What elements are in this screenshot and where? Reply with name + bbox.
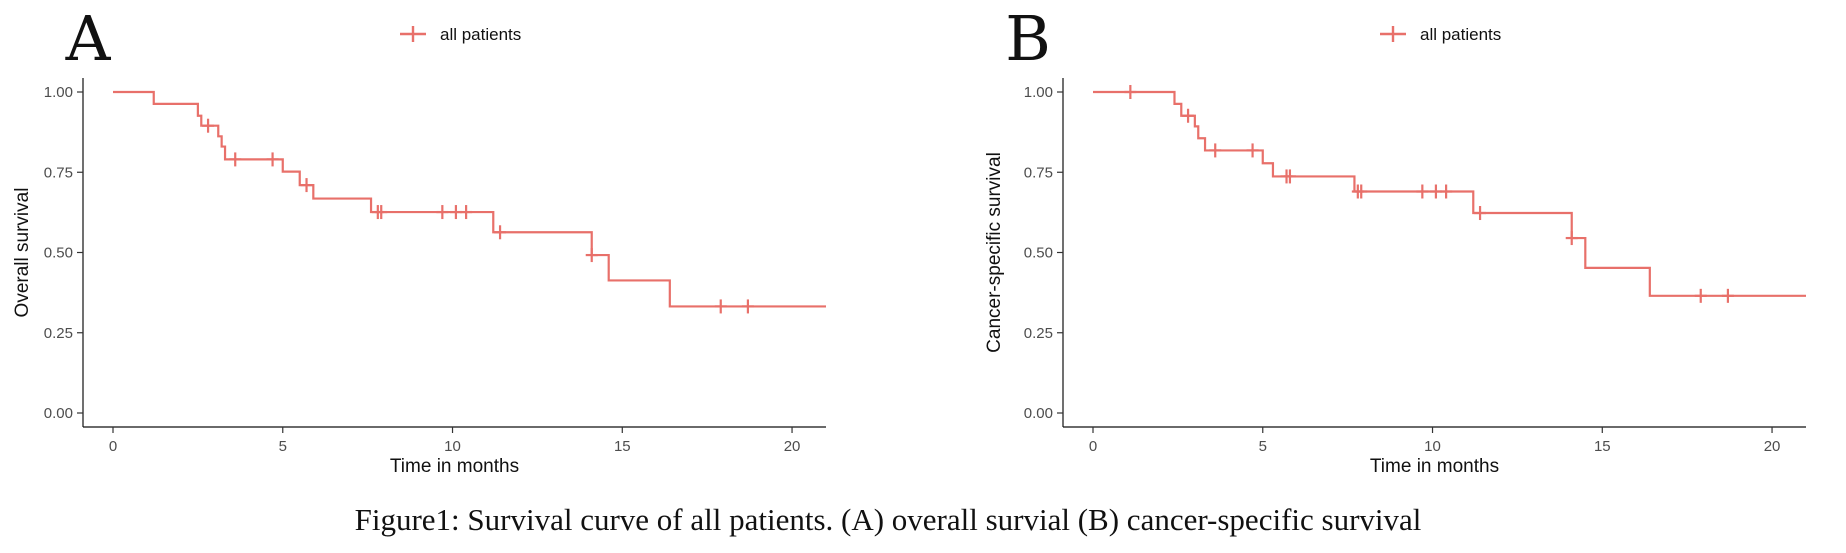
censor-mark <box>266 152 279 167</box>
x-tick-label: 0 <box>1089 438 1097 455</box>
y-tick-label: 0.50 <box>44 245 73 262</box>
x-axis-title: Time in months <box>1370 456 1499 477</box>
censor-mark <box>1440 184 1453 199</box>
censor-mark <box>494 225 507 240</box>
y-tick-label: 0.00 <box>44 405 73 422</box>
x-tick-label: 0 <box>109 438 117 455</box>
censor-mark <box>1416 184 1429 199</box>
censor-mark <box>741 299 754 314</box>
y-tick-label: 0.50 <box>1024 245 1053 262</box>
censor-mark <box>1182 108 1195 123</box>
y-tick-label: 0.00 <box>1024 405 1053 422</box>
y-axis-title: Overall survival <box>12 188 33 318</box>
y-tick-label: 0.25 <box>44 325 73 342</box>
x-tick-label: 20 <box>1764 438 1781 455</box>
censor-mark <box>229 152 242 167</box>
censor-mark <box>1721 288 1734 303</box>
x-axis-title: Time in months <box>390 456 519 477</box>
censor-mark <box>436 205 449 220</box>
censor-mark <box>1474 206 1487 221</box>
censor-mark <box>300 178 313 193</box>
censor-mark <box>585 248 598 263</box>
censor-mark <box>1694 288 1707 303</box>
x-tick-label: 5 <box>279 438 287 455</box>
survival-curve <box>113 90 826 308</box>
x-tick-label: 10 <box>1424 438 1441 455</box>
legend: all patients <box>1380 25 1501 44</box>
censor-mark <box>1124 85 1137 99</box>
x-tick-label: 10 <box>444 438 461 455</box>
legend-label: all patients <box>1420 25 1501 44</box>
x-tick-label: 20 <box>784 438 801 455</box>
censor-mark <box>714 299 727 314</box>
x-tick-label: 5 <box>1259 438 1267 455</box>
censor-mark <box>1283 169 1296 184</box>
y-tick-label: 1.00 <box>44 84 73 101</box>
y-axis-title: Cancer-specific survival <box>984 152 1005 353</box>
legend: all patients <box>400 25 521 44</box>
censor-mark <box>202 118 215 133</box>
legend-label: all patients <box>440 25 521 44</box>
censor-mark <box>1429 184 1442 199</box>
y-tick-label: 0.75 <box>44 164 73 181</box>
figure-caption: Figure1: Survival curve of all patients.… <box>355 502 1422 537</box>
y-tick-label: 0.25 <box>1024 325 1053 342</box>
censor-mark <box>1246 143 1259 158</box>
panel-letter: B <box>1005 2 1051 75</box>
censor-mark <box>449 205 462 220</box>
x-tick-label: 15 <box>614 438 631 455</box>
censor-mark <box>375 205 388 220</box>
censor-mark <box>1355 184 1368 199</box>
censor-mark <box>1565 231 1578 246</box>
censor-mark <box>460 205 473 220</box>
x-tick-label: 15 <box>1594 438 1611 455</box>
censor-mark <box>1209 143 1222 158</box>
panel-letter: A <box>65 2 112 75</box>
y-tick-label: 0.75 <box>1024 164 1053 181</box>
survival-curve <box>1093 90 1806 297</box>
y-tick-label: 1.00 <box>1024 84 1053 101</box>
